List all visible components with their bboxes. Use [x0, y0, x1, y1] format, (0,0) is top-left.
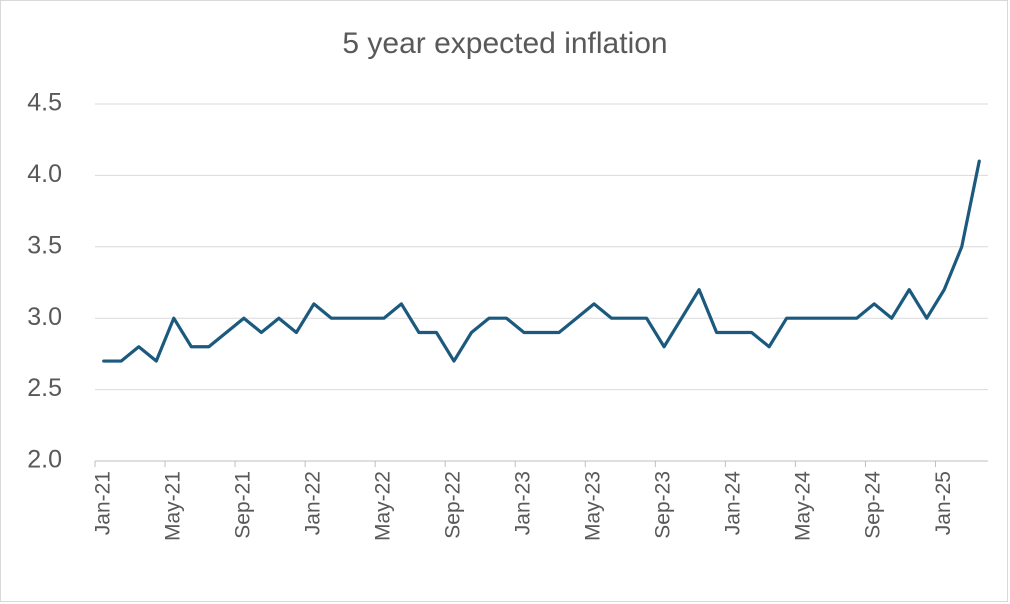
y-tick-label: 3.5: [27, 231, 62, 259]
x-tick-label: May-22: [371, 471, 394, 541]
x-tick-label: May-24: [792, 471, 815, 541]
y-tick-label: 3.0: [27, 303, 62, 331]
x-tick-label: Jan-21: [91, 471, 114, 535]
y-tick-label: 2.5: [27, 374, 62, 402]
x-tick-label: Sep-22: [441, 471, 464, 539]
x-tick-label: Jan-22: [301, 471, 324, 535]
y-tick-label: 4.5: [27, 89, 62, 117]
x-tick-label: Jan-23: [512, 471, 535, 535]
chart-title: 5 year expected inflation: [342, 27, 667, 60]
y-tick-label: 4.0: [27, 160, 62, 188]
data-line: [102, 159, 981, 363]
x-tick-label: May-23: [582, 471, 605, 541]
x-tick-label: Jan-25: [932, 471, 955, 535]
x-tick-label: May-21: [161, 471, 184, 541]
x-tick-label: Jan-24: [722, 471, 745, 536]
x-tick-label: Sep-21: [231, 471, 254, 539]
y-tick-label: 2.0: [27, 446, 62, 474]
x-tick-label: Sep-23: [652, 471, 675, 539]
x-tick-label: Sep-24: [862, 471, 885, 539]
